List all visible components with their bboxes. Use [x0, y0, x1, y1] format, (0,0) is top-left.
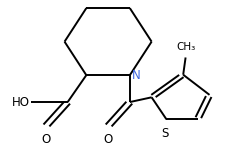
Text: HO: HO: [12, 96, 30, 109]
Text: CH₃: CH₃: [176, 42, 195, 52]
Text: S: S: [162, 126, 169, 140]
Text: O: O: [41, 133, 51, 146]
Text: O: O: [104, 133, 113, 146]
Text: N: N: [132, 69, 141, 82]
